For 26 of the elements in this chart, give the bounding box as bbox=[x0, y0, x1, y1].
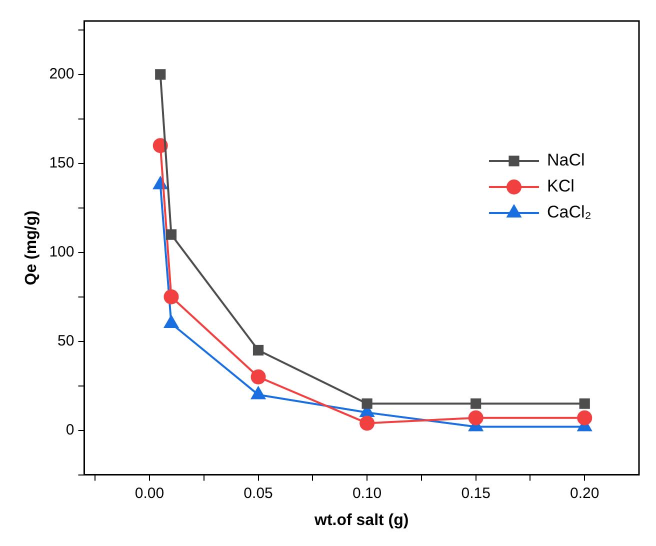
legend-label: NaCl bbox=[547, 150, 585, 170]
x-tick-label: 0.00 bbox=[134, 484, 164, 502]
y-tick-label: 150 bbox=[49, 154, 74, 172]
point bbox=[155, 69, 166, 80]
x-tick-label: 0.15 bbox=[461, 484, 490, 502]
point bbox=[470, 398, 482, 409]
point bbox=[577, 410, 592, 426]
point bbox=[579, 398, 590, 409]
y-axis-title: Qe (mg/g) bbox=[23, 210, 40, 286]
x-axis-title: wt.of salt (g) bbox=[314, 512, 409, 529]
point bbox=[468, 410, 484, 426]
y-tick-label: 100 bbox=[49, 243, 74, 260]
legend-label: KCl bbox=[547, 176, 574, 196]
legend-label: CaCl₂ bbox=[547, 202, 592, 222]
y-tick-label: 0 bbox=[66, 421, 74, 438]
x-tick-label: 0.20 bbox=[570, 484, 600, 502]
y-tick-label: 50 bbox=[58, 332, 74, 350]
point bbox=[250, 369, 266, 384]
x-tick-label: 0.10 bbox=[352, 484, 382, 502]
y-tick-label: 200 bbox=[49, 66, 74, 83]
point bbox=[360, 416, 375, 431]
point bbox=[252, 344, 264, 356]
point bbox=[166, 229, 177, 240]
point bbox=[164, 289, 179, 304]
point bbox=[362, 398, 372, 409]
x-tick-label: 0.05 bbox=[244, 484, 273, 502]
